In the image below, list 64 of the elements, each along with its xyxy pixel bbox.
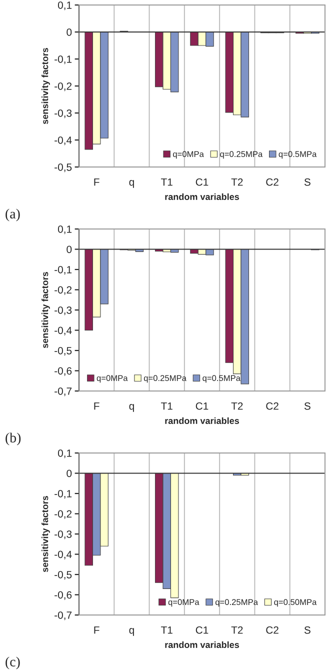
y-axis-title: sensitivity factors: [42, 272, 50, 348]
y-axis-title: sensitivity factors: [42, 48, 50, 124]
x-tick-label: T2: [231, 626, 243, 634]
x-tick-label: F: [94, 402, 100, 410]
x-tick-label: q: [129, 628, 134, 636]
x-tick-label: F: [94, 626, 100, 634]
y-tick-label: 0,1: [58, 226, 72, 234]
y-tick-label: -0,2: [54, 82, 72, 92]
y-tick-label: -0,3: [54, 306, 72, 316]
y-tick-label: 0: [66, 246, 72, 254]
x-tick-label: S: [304, 402, 310, 410]
y-tick-label: -0,2: [54, 286, 72, 295]
x-tick-label: T1: [161, 178, 172, 186]
y-tick-label: -0,5: [54, 571, 72, 580]
legend-label: q=0MPa: [173, 151, 204, 159]
x-tick-label: T2: [231, 402, 243, 410]
y-tick-label: -0,4: [54, 550, 72, 560]
x-tick-label: T1: [161, 402, 172, 410]
y-tick-label: 0: [66, 28, 72, 36]
legend-label: q=0MPa: [96, 375, 128, 383]
y-tick-label: -0,5: [54, 164, 72, 172]
y-tick-label: -0,3: [54, 530, 72, 540]
y-tick-label: 0,1: [58, 2, 72, 10]
x-tick-label: C1: [196, 626, 208, 634]
legend-label: q=0MPa: [168, 599, 200, 607]
y-tick-label: -0,6: [54, 591, 72, 600]
x-tick-label: T1: [161, 626, 172, 634]
x-tick-label: T2: [231, 178, 243, 186]
x-tick-label: C2: [266, 402, 278, 410]
legend-label: q=0.25MPa: [215, 599, 258, 607]
y-tick-label: -0,1: [54, 490, 72, 499]
x-tick-label: S: [304, 178, 310, 186]
y-tick-label: -0,2: [54, 510, 72, 519]
y-tick-label: 0,1: [58, 450, 72, 458]
y-axis-title: sensitivity factors: [42, 496, 50, 572]
legend-label: q=0.5MPa: [202, 375, 241, 383]
y-tick-label: -0,3: [54, 110, 72, 118]
y-tick-label: -0,4: [54, 326, 72, 336]
y-tick-label: -0,5: [54, 347, 72, 356]
x-tick-label: F: [94, 178, 100, 186]
legend-label: q=0.5MPa: [278, 151, 317, 159]
text: (c): [6, 656, 20, 670]
legend-label: q=0.25MPa: [220, 151, 263, 159]
text: (a): [6, 208, 20, 222]
x-axis-title: random variables: [165, 641, 240, 648]
y-tick-label: -0,1: [54, 266, 72, 275]
x-tick-label: q: [129, 180, 134, 188]
y-tick-label: -0,7: [54, 612, 72, 620]
x-axis-title: random variables: [165, 417, 240, 424]
y-tick-label: -0,6: [54, 367, 72, 376]
x-tick-label: C1: [196, 178, 208, 186]
legend-label: q=0.50MPa: [274, 599, 317, 607]
text: (b): [6, 432, 21, 446]
y-tick-label: -0,7: [54, 388, 72, 396]
x-tick-label: S: [304, 626, 310, 634]
y-tick-label: -0,1: [54, 56, 72, 64]
x-axis-title: random variables: [165, 193, 240, 200]
x-tick-label: C2: [266, 178, 278, 186]
x-tick-label: q: [129, 404, 134, 412]
y-tick-label: -0,4: [54, 136, 72, 146]
x-tick-label: C1: [196, 402, 208, 410]
legend-label: q=0.25MPa: [144, 375, 186, 383]
x-tick-label: C2: [266, 626, 278, 634]
y-tick-label: 0: [66, 470, 72, 478]
